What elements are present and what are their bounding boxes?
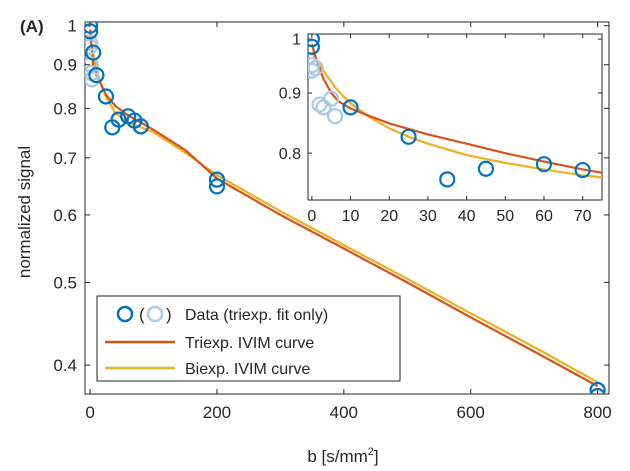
y-tick-label: 0.4 [53, 356, 77, 375]
x-tick-label: 400 [330, 403, 358, 422]
data-point [132, 118, 149, 135]
data-point [574, 161, 591, 179]
data-point [208, 178, 226, 195]
y-tick-label: 0.6 [53, 206, 77, 225]
data-point [208, 171, 226, 188]
data-point [110, 111, 127, 128]
y-tick-label: 0.9 [279, 86, 301, 103]
y-tick-label: 0.5 [53, 273, 77, 292]
x-tick-label: 0 [85, 403, 94, 422]
legend-triexp-label: Triexp. IVIM curve [185, 335, 314, 352]
excluded-data-point [308, 62, 320, 79]
data-point [97, 88, 115, 105]
excluded-data-point [85, 71, 101, 88]
y-tick-label: 0.9 [53, 56, 77, 75]
y-tick-label: 0.8 [279, 146, 301, 163]
x-tick-label: 60 [535, 208, 553, 225]
inset-plot-frame [307, 33, 603, 201]
y-tick-label: 0.8 [53, 99, 77, 118]
data-point [477, 160, 495, 177]
excluded-data-point [308, 59, 324, 77]
legend-data-label: Data (triexp. fit only) [185, 307, 328, 324]
data-point [88, 67, 105, 84]
x-tick-label: 10 [342, 208, 360, 225]
y-tick-label: 1 [292, 32, 301, 49]
y-tick-label: 0.7 [53, 149, 77, 168]
excluded-data-point [323, 90, 340, 107]
data-point [400, 128, 417, 145]
inset-ticks: 0 10 20 30 40 50 60 70 0.8 0.9 1 [279, 32, 602, 225]
data-point [308, 34, 320, 48]
legend-excluded-marker [146, 305, 164, 323]
inset-plot: 0 10 20 30 40 50 60 70 0.8 0.9 1 [279, 32, 603, 225]
x-tick-label: 50 [496, 208, 514, 225]
data-point [308, 38, 320, 55]
x-tick-label: 20 [380, 208, 398, 225]
data-point [85, 23, 99, 40]
biexp-curve [310, 51, 602, 179]
data-point [535, 156, 553, 173]
x-tick-label: 30 [419, 208, 437, 225]
y-tick-label: 1 [68, 17, 77, 36]
x-tick-label: 800 [583, 403, 611, 422]
x-tick-label: 40 [458, 208, 476, 225]
x-tick-label: 0 [307, 208, 316, 225]
x-tick-label: 200 [203, 403, 231, 422]
data-point [342, 99, 359, 116]
data-point [439, 171, 456, 188]
legend: ( ) Data (triexp. fit only) Triexp. IVIM… [96, 295, 401, 382]
excluded-data-point [308, 57, 320, 74]
inset-series [308, 34, 602, 188]
legend-biexp-label: Biexp. IVIM curve [185, 361, 310, 378]
data-point [85, 44, 102, 61]
x-axis-label-suffix: ] [374, 447, 379, 466]
y-axis-label: normalized signal [15, 146, 34, 278]
data-point [589, 387, 606, 394]
data-point [589, 381, 606, 394]
x-tick-label: 600 [457, 403, 485, 422]
x-axis-label: b [s/mm2] [307, 446, 378, 466]
x-axis-label-text: b [s/mm [307, 447, 367, 466]
excluded-data-point [326, 108, 344, 125]
data-point [85, 22, 99, 34]
x-tick-label: 70 [574, 208, 592, 225]
x-axis-label-superscript: 2 [368, 446, 374, 458]
legend-paren-close: ) [166, 305, 172, 324]
main-series [85, 22, 606, 394]
legend-data-marker [116, 305, 134, 323]
legend-paren-open: ( [139, 305, 145, 324]
panel-label: (A) [20, 17, 44, 36]
